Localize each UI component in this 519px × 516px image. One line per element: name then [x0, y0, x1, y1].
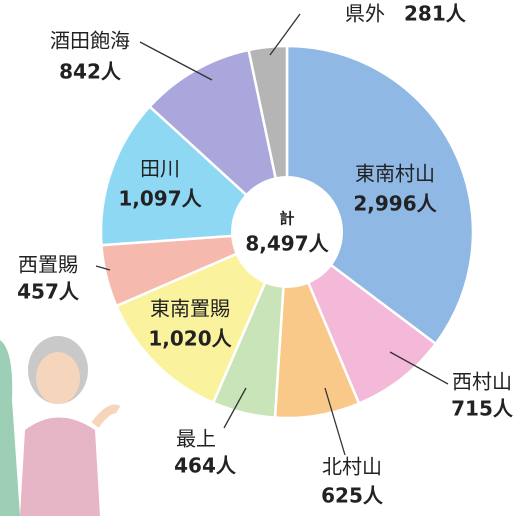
- value-label: 842人: [59, 60, 122, 84]
- slice-name: 西置賜: [18, 253, 78, 277]
- value-label: 1,097人: [118, 187, 202, 211]
- value-label: 715人: [451, 397, 514, 421]
- center-title: 計: [279, 210, 294, 228]
- slice-name: 最上: [176, 427, 216, 451]
- slice-name: 田川: [140, 157, 180, 181]
- illustration: [0, 336, 118, 516]
- slice-name: 酒田飽海: [50, 29, 130, 53]
- slice-name: 東南置賜: [150, 297, 230, 321]
- slice-name: 県外: [345, 2, 385, 26]
- value-label: 281人: [404, 2, 467, 26]
- slice-name: 東南村山: [355, 162, 435, 186]
- value-label: 1,020人: [148, 327, 232, 351]
- value-label: 457人: [17, 280, 80, 304]
- slice-name: 北村山: [322, 455, 382, 479]
- value-label: 625人: [321, 484, 384, 508]
- leader-line: [140, 42, 212, 80]
- center-total: 8,497人: [245, 232, 329, 256]
- value-label: 2,996人: [353, 192, 437, 216]
- value-label: 464人: [174, 454, 237, 478]
- chart: 計 8,497人 東南村山 2,996人西村山 715人北村山 625人 最上 464人 東…: [0, 0, 519, 516]
- slice-name: 西村山: [452, 370, 512, 394]
